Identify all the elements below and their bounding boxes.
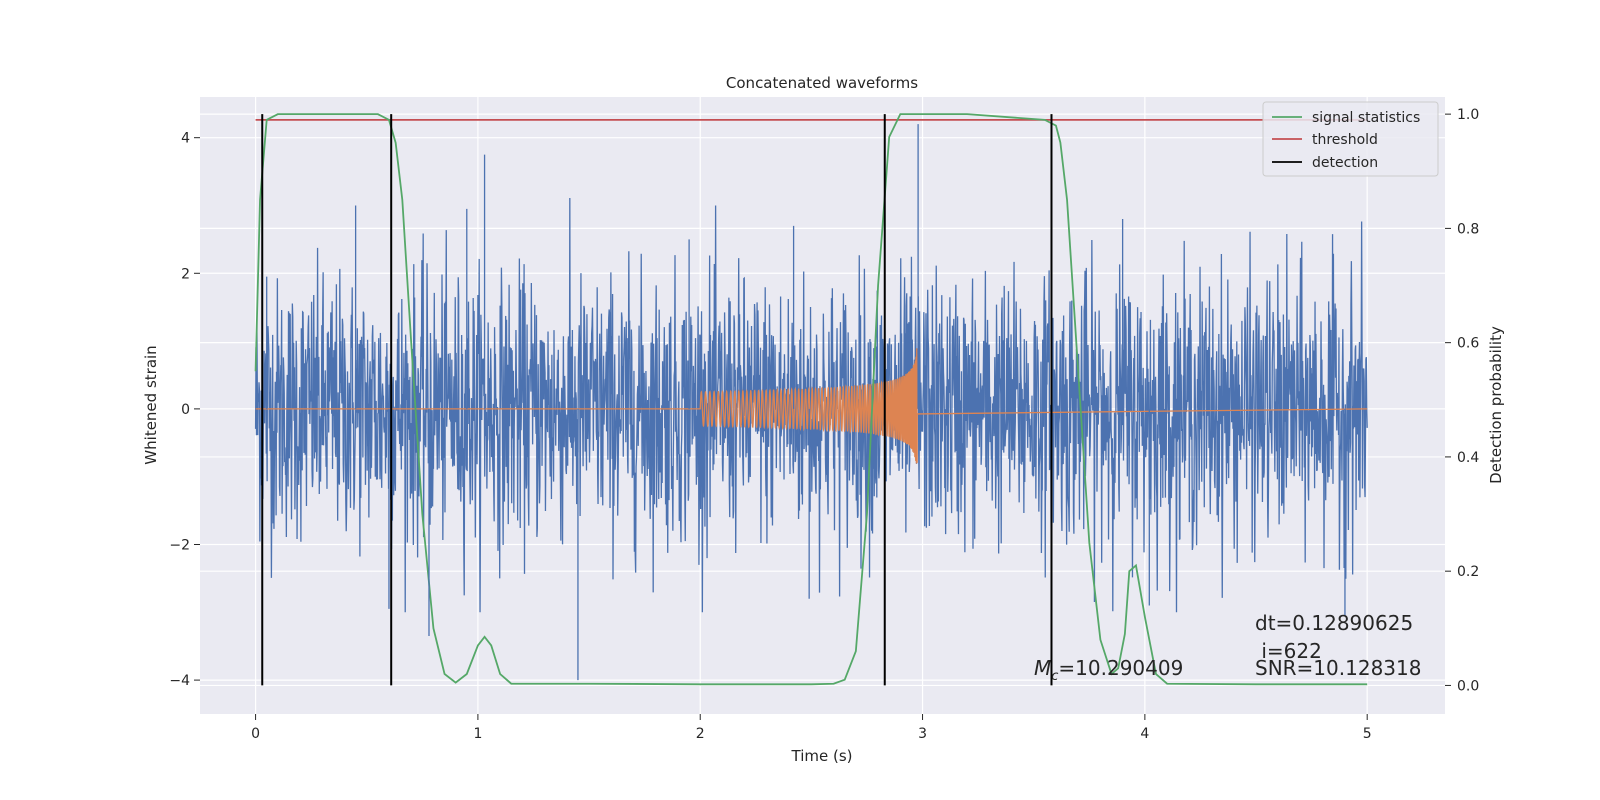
chart-title: Concatenated waveforms xyxy=(726,74,918,92)
y2-tick-label: 0.2 xyxy=(1457,564,1479,580)
y-tick-label: −2 xyxy=(169,537,190,553)
y2-tick-label: 0.8 xyxy=(1457,221,1479,237)
legend-box xyxy=(1262,101,1439,177)
y2-tick-label: 1.0 xyxy=(1457,107,1479,123)
x-tick-label: 0 xyxy=(251,726,260,742)
y2-tick-label: 0.0 xyxy=(1457,678,1479,694)
index-annotation: i=622 xyxy=(1255,639,1322,663)
y2-axis-label: Detection probability xyxy=(1487,326,1505,484)
y-axis-label: Whitened strain xyxy=(142,345,160,464)
y-tick-label: 2 xyxy=(181,266,190,282)
legend-label-detection: detection xyxy=(1312,155,1378,171)
mc-subscript: c xyxy=(1051,669,1058,684)
left-axis-ticks: −4 −2 0 2 4 xyxy=(169,131,200,689)
chirp-mass-annotation: Mc=10.290409 xyxy=(1034,656,1183,684)
x-tick-label: 2 xyxy=(696,726,705,742)
x-tick-label: 1 xyxy=(473,726,482,742)
x-axis-label: Time (s) xyxy=(791,747,853,765)
legend: signal statistics threshold detection xyxy=(1262,101,1439,177)
legend-label-signal-statistics: signal statistics xyxy=(1312,110,1420,126)
x-tick-label: 3 xyxy=(918,726,927,742)
mc-value: =10.290409 xyxy=(1058,656,1183,680)
x-tick-label: 5 xyxy=(1363,726,1372,742)
snr-annotation: SNR=10.128318 xyxy=(1255,656,1421,680)
y2-tick-label: 0.4 xyxy=(1457,450,1479,466)
y-tick-label: 4 xyxy=(181,131,190,147)
y-tick-label: −4 xyxy=(169,673,190,689)
dt-annotation: dt=0.12890625 xyxy=(1255,611,1413,635)
legend-label-threshold: threshold xyxy=(1312,132,1378,148)
y2-tick-label: 0.6 xyxy=(1457,336,1479,352)
signal-statistics-series xyxy=(254,113,1368,686)
detection-layer xyxy=(261,114,1053,686)
right-axis-ticks: 0.0 0.2 0.4 0.6 0.8 1.0 xyxy=(1445,107,1479,694)
x-tick-label: 4 xyxy=(1140,726,1149,742)
data-layer xyxy=(254,113,1368,686)
y-tick-label: 0 xyxy=(181,402,190,418)
x-axis-ticks: 0 1 2 3 4 5 xyxy=(251,714,1372,742)
mc-symbol: M xyxy=(1034,656,1051,680)
template-waveform-series xyxy=(255,348,1368,464)
